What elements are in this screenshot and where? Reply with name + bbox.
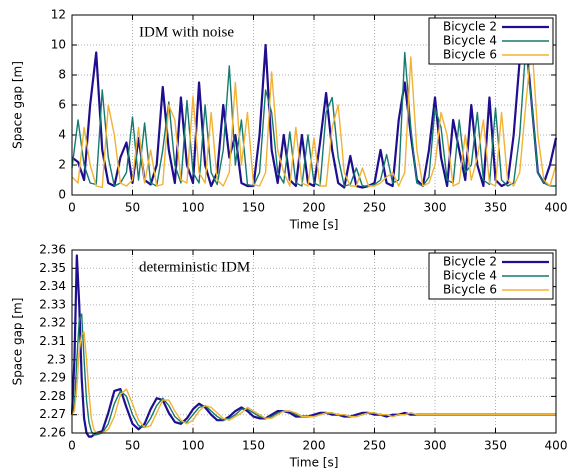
annotation: IDM with noise	[139, 24, 234, 40]
y-tick-label: 2.27	[39, 407, 66, 421]
x-tick-label: 300	[424, 439, 447, 453]
x-tick-label: 350	[484, 201, 507, 215]
y-tick-label: 2.32	[39, 316, 66, 330]
series-line	[71, 47, 556, 187]
chart-panel: 2.26 2.27 2.28 2.29 2.3 2.31 2.32 2.33 2.34 2.35 2…	[11, 243, 568, 470]
y-tick-label: 2.34	[39, 279, 66, 293]
y-tick-label: 2	[58, 158, 66, 172]
x-tick-label: 200	[303, 439, 326, 453]
y-tick-label: 8	[58, 68, 66, 82]
x-tick-label: 400	[545, 201, 568, 215]
y-tick-label: 10	[51, 38, 66, 52]
x-tick-label: 50	[125, 201, 140, 215]
x-tick-label: 100	[182, 439, 205, 453]
chart-panel: 0 2 4 6 8 10 12 0 50 100 150 200 250 300 350 400 Time [s…	[11, 8, 568, 232]
y-tick-label: 4	[58, 128, 66, 142]
x-tick-label: 250	[363, 439, 386, 453]
y-axis-label: Space gap [m]	[11, 298, 25, 386]
plot-frame	[71, 14, 557, 196]
series-line	[71, 36, 558, 189]
y-tick-label: 2.28	[39, 389, 66, 403]
x-tick-label: 350	[484, 439, 507, 453]
y-tick-label: 12	[51, 8, 66, 22]
x-axis-label: Time [s]	[289, 456, 339, 470]
annotation: deterministic IDM	[139, 259, 250, 275]
y-tick-label: 2.29	[39, 371, 66, 385]
x-tick-label: 250	[363, 201, 386, 215]
x-tick-label: 150	[242, 439, 265, 453]
legend-label: Bicycle 6	[443, 48, 497, 62]
legend-label: Bicycle 4	[443, 34, 497, 48]
y-tick-label: 2.36	[39, 243, 66, 257]
x-tick-label: 200	[303, 201, 326, 215]
legend-label: Bicycle 6	[443, 283, 497, 297]
legend-label: Bicycle 2	[443, 20, 497, 34]
y-tick-label: 2.3	[47, 352, 66, 366]
x-tick-label: 0	[68, 201, 76, 215]
y-axis-label: Space gap [m]	[11, 61, 25, 149]
y-tick-label: 2.26	[39, 426, 66, 440]
x-axis-label: Time [s]	[289, 218, 339, 232]
x-tick-label: 400	[545, 439, 568, 453]
y-tick-label: 2.35	[39, 261, 66, 275]
x-tick-label: 300	[424, 201, 447, 215]
y-tick-label: 2.31	[39, 334, 66, 348]
legend-label: Bicycle 2	[443, 255, 497, 269]
y-tick-label: 6	[58, 98, 66, 112]
x-tick-label: 100	[182, 201, 205, 215]
y-tick-label: 0	[58, 188, 66, 202]
series-line	[71, 41, 557, 189]
y-tick-label: 2.33	[39, 297, 66, 311]
plot-frame	[71, 249, 557, 434]
x-tick-label: 150	[242, 201, 265, 215]
legend-label: Bicycle 4	[443, 269, 497, 283]
x-tick-label: 50	[125, 439, 140, 453]
series-line	[71, 331, 556, 434]
x-tick-label: 0	[68, 439, 76, 453]
